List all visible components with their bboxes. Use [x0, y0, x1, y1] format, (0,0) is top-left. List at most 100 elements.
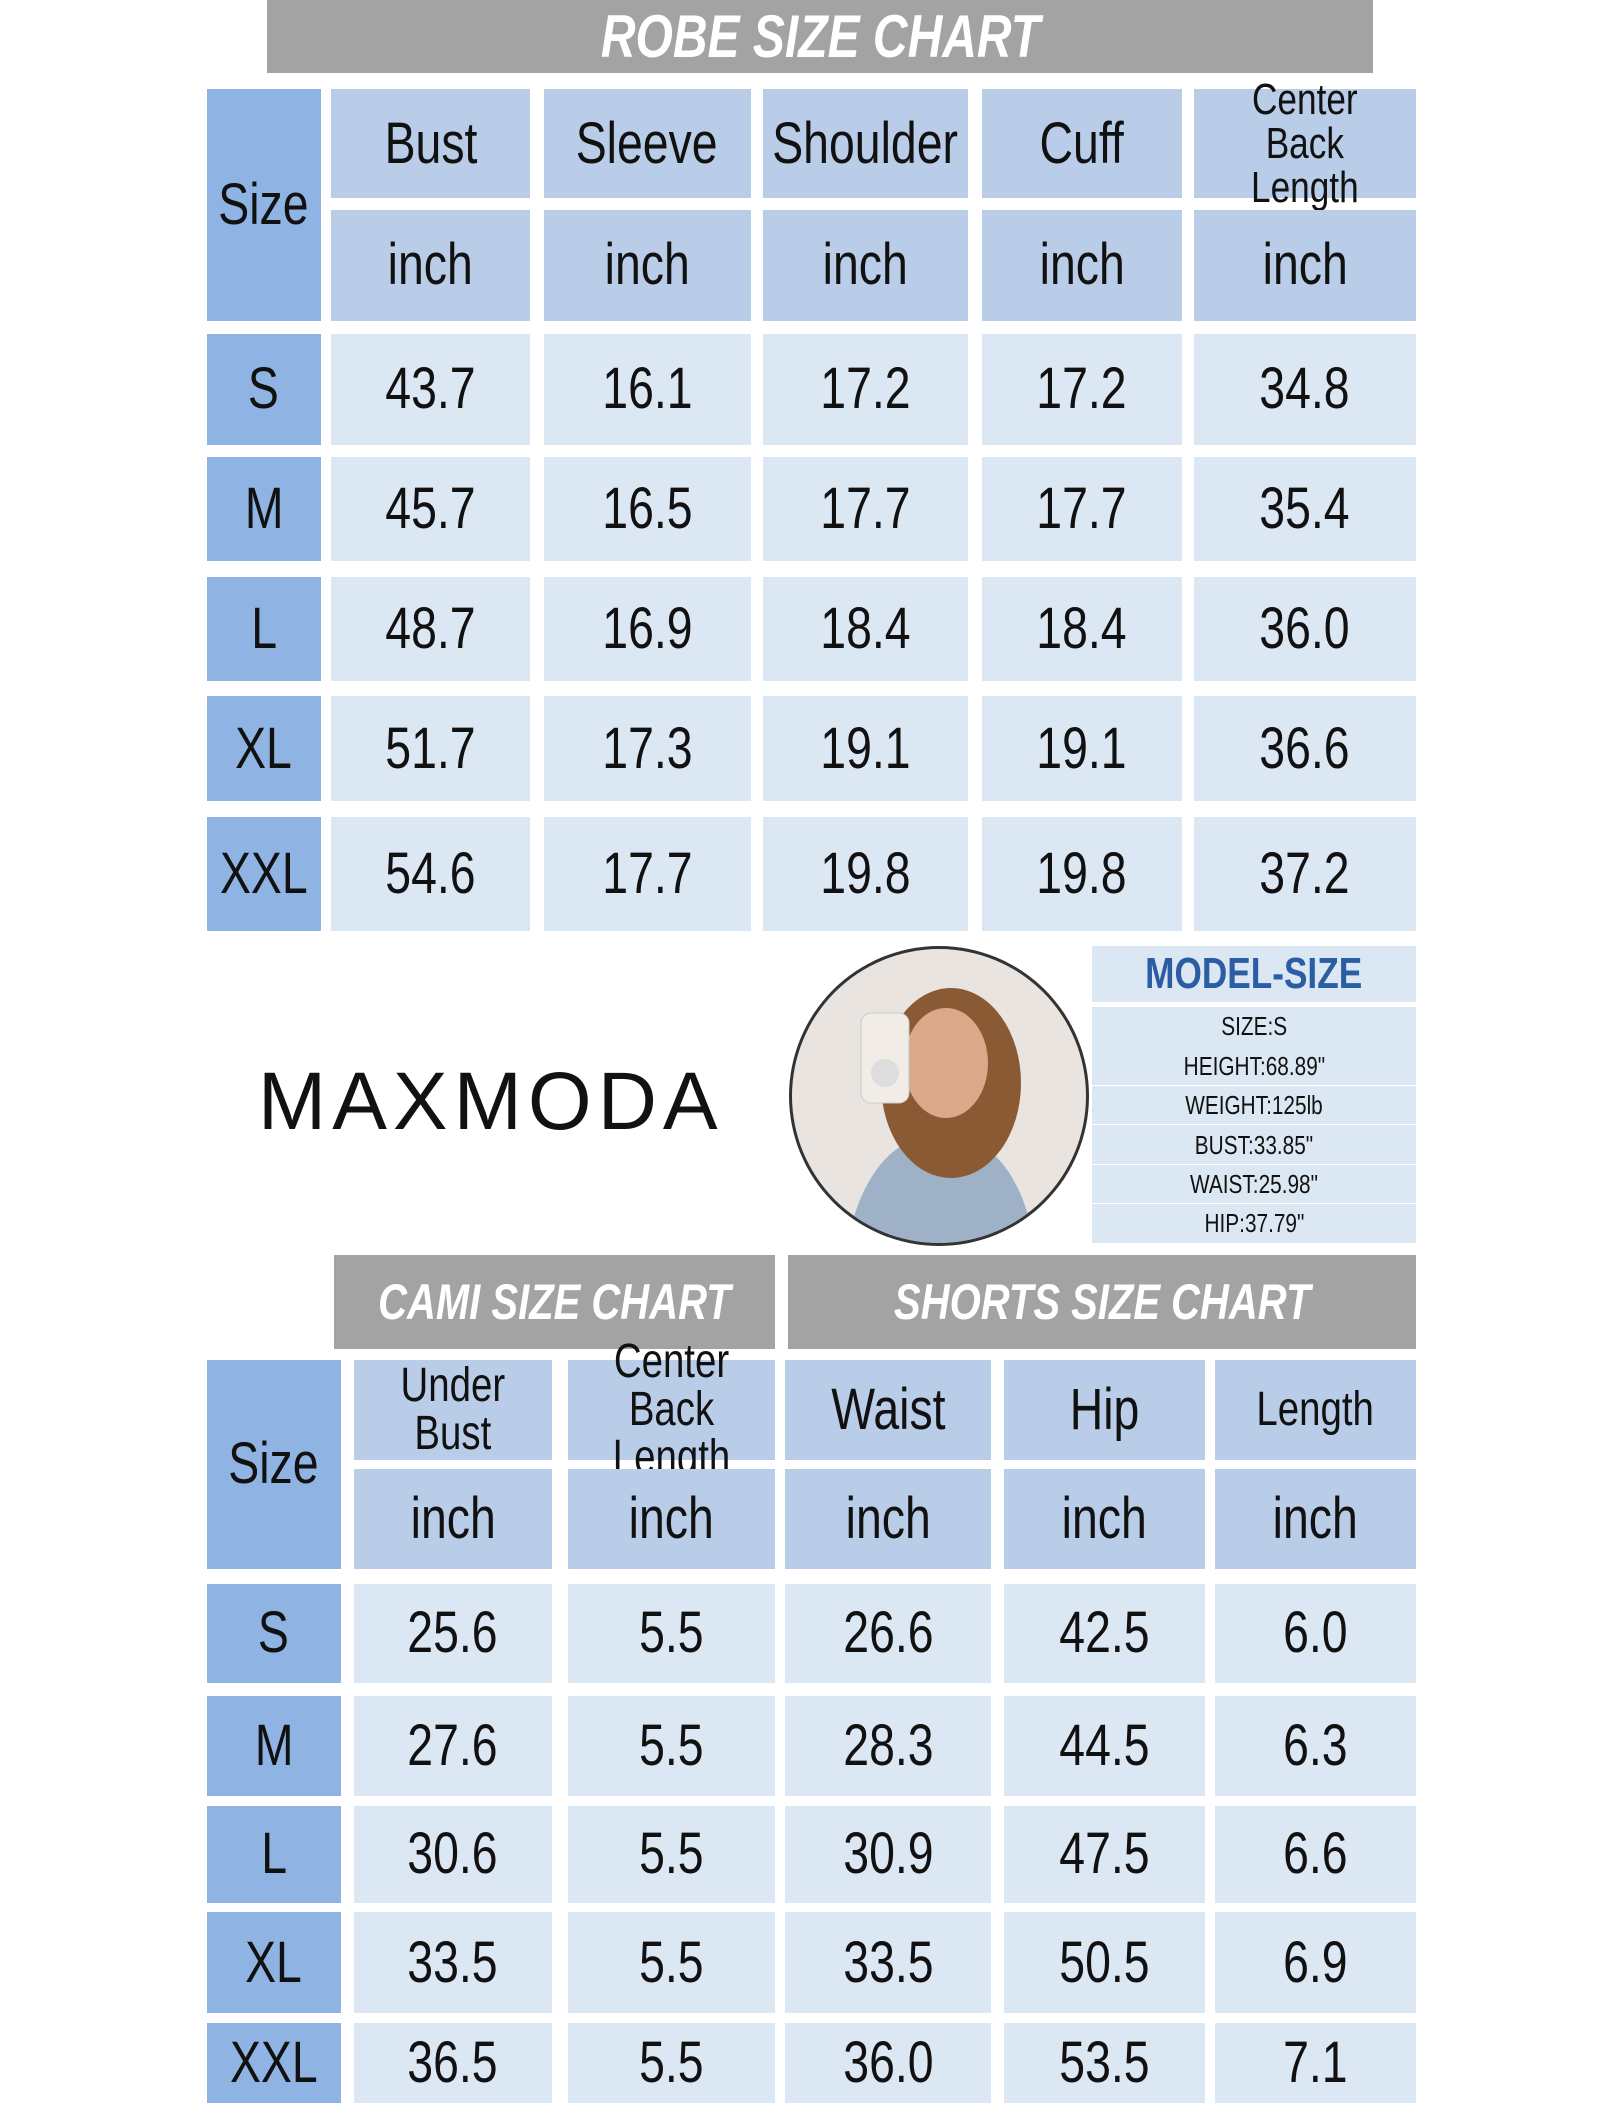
cell-text: 17.7 [820, 475, 911, 541]
size-label: S [207, 1583, 341, 1683]
cell-text: 16.9 [601, 596, 693, 661]
cell-text: 36.0 [1259, 596, 1350, 661]
cell-text: WEIGHT:125lb [1185, 1090, 1323, 1121]
value-cell: 5.5 [567, 1912, 775, 2013]
value-cell: 16.5 [543, 456, 751, 561]
cell-text: inch [388, 232, 474, 298]
cell-text: 17.2 [1036, 356, 1127, 422]
cell-text: 16.5 [601, 475, 693, 541]
unit-header: inch [1193, 209, 1416, 321]
cell-text: 19.8 [1036, 841, 1127, 907]
cell-text: inch [1061, 1486, 1147, 1552]
unit-header: inch [1004, 1469, 1205, 1570]
cell-text: L [260, 1821, 287, 1887]
cell-text: SHORTS SIZE CHART [893, 1274, 1310, 1331]
value-cell: 53.5 [1004, 2023, 1205, 2103]
value-cell: 19.8 [762, 817, 969, 931]
size-label: XL [207, 695, 321, 802]
value-cell: 6.9 [1215, 1912, 1416, 2013]
value-cell: 17.2 [762, 333, 969, 445]
cell-text: 50.5 [1059, 1929, 1150, 1995]
value-cell: 28.3 [785, 1696, 991, 1797]
cell-text: Bust [384, 110, 478, 176]
cell-text: Shoulder [772, 110, 959, 176]
cell-text: CAMI SIZE CHART [377, 1274, 731, 1331]
value-cell: 33.5 [785, 1912, 991, 2013]
size-label: M [207, 1696, 341, 1797]
cell-text: inch [845, 1486, 931, 1552]
model-line: HEIGHT:68.89" [1092, 1046, 1416, 1086]
cell-text: MODEL-SIZE [1145, 948, 1363, 998]
cell-text: SIZE:S [1221, 1011, 1287, 1042]
value-cell: 44.5 [1004, 1696, 1205, 1797]
cell-text: XXL [229, 2030, 318, 2096]
cell-text: 18.4 [1036, 596, 1127, 661]
column-header: Hip [1004, 1359, 1205, 1460]
cell-text: 47.5 [1059, 1821, 1150, 1887]
cell-text: HIP:37.79" [1204, 1208, 1304, 1239]
unit-header: inch [331, 209, 531, 321]
value-cell: 5.5 [567, 1583, 775, 1683]
column-header: Sleeve [543, 89, 751, 198]
value-cell: 35.4 [1193, 456, 1416, 561]
value-cell: 17.7 [981, 456, 1182, 561]
cell-text: 53.5 [1059, 2030, 1150, 2096]
cell-text: inch [1039, 232, 1125, 298]
value-cell: 30.6 [353, 1805, 552, 1904]
cell-text: inch [628, 1486, 714, 1552]
value-cell: 7.1 [1215, 2023, 1416, 2103]
value-cell: 54.6 [331, 817, 531, 931]
value-cell: 5.5 [567, 2023, 775, 2103]
cell-text: WAIST:25.98" [1190, 1168, 1319, 1199]
cell-text: 17.7 [1036, 475, 1127, 541]
value-cell: 36.6 [1193, 695, 1416, 802]
size-label: L [207, 576, 321, 682]
shorts-title: SHORTS SIZE CHART [787, 1255, 1416, 1349]
cell-text: Center Back Length [1250, 74, 1359, 212]
cell-text: 25.6 [407, 1600, 498, 1666]
cell-text: XL [245, 1929, 303, 1995]
cell-text: inch [410, 1486, 496, 1552]
value-cell: 17.7 [543, 817, 751, 931]
model-line: SIZE:S [1092, 1006, 1416, 1046]
cell-text: XL [235, 715, 293, 781]
cell-text: 5.5 [638, 1600, 704, 1666]
column-header: Shoulder [762, 89, 969, 198]
cell-text: Hip [1069, 1376, 1140, 1442]
value-cell: 16.9 [543, 576, 751, 682]
cell-text: Cuff [1039, 110, 1124, 176]
cell-text: 36.5 [407, 2030, 498, 2096]
cell-text: S [258, 1600, 290, 1666]
cell-text: Center Back Length [612, 1334, 730, 1484]
cell-text: inch [604, 232, 690, 298]
cell-text: Sleeve [576, 110, 718, 176]
column-header: Cuff [981, 89, 1182, 198]
cell-text: Size [228, 1431, 319, 1497]
cell-text: 33.5 [842, 1929, 934, 1995]
cell-text: 17.3 [601, 715, 693, 781]
cell-text: 16.1 [601, 356, 693, 422]
value-cell: 51.7 [331, 695, 531, 802]
unit-header: inch [785, 1469, 991, 1570]
model-line: WEIGHT:125lb [1092, 1085, 1416, 1125]
cell-text: 28.3 [842, 1713, 934, 1779]
model-line: HIP:37.79" [1092, 1203, 1416, 1243]
cell-text: Under Bust [400, 1358, 506, 1460]
value-cell: 5.5 [567, 1805, 775, 1904]
value-cell: 36.0 [1193, 576, 1416, 682]
cell-text: 36.6 [1259, 715, 1350, 781]
cell-text: 6.3 [1283, 1713, 1348, 1779]
value-cell: 48.7 [331, 576, 531, 682]
column-header: Waist [785, 1359, 991, 1460]
size-header: Size [207, 89, 321, 321]
value-cell: 19.8 [981, 817, 1182, 931]
cell-text: Length [1256, 1382, 1375, 1436]
value-cell: 19.1 [981, 695, 1182, 802]
value-cell: 17.2 [981, 333, 1182, 445]
cell-text: 17.2 [820, 356, 911, 422]
column-header: Center Back Length [1193, 77, 1416, 209]
cell-text: HEIGHT:68.89" [1183, 1050, 1325, 1081]
value-cell: 43.7 [331, 333, 531, 445]
model-line: BUST:33.85" [1092, 1125, 1416, 1164]
